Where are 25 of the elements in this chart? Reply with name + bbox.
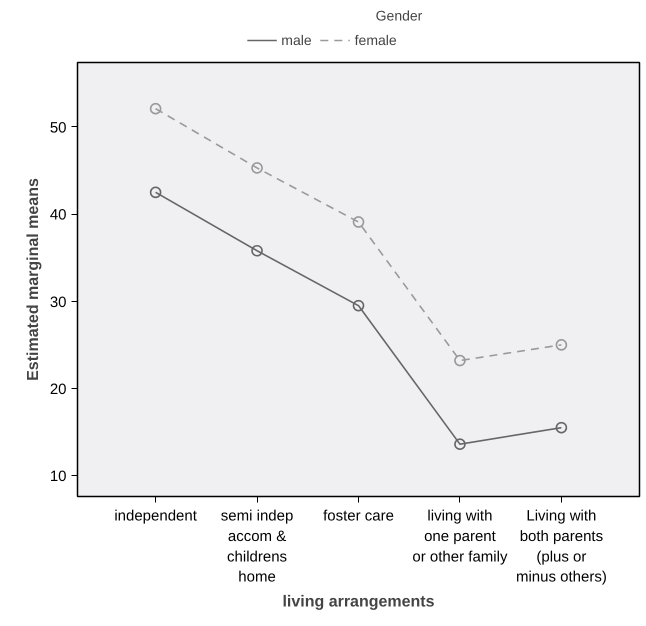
point <box>556 339 568 351</box>
y-tick-label: 30 <box>50 294 67 311</box>
point <box>352 300 364 312</box>
point <box>454 438 466 450</box>
x-tick-label: independent <box>114 508 198 524</box>
point <box>352 216 364 228</box>
legend-label: male <box>281 32 312 48</box>
point <box>150 186 162 198</box>
x-tick-label: Living with both parents (plus or minus others) <box>516 508 607 586</box>
y-tick-label: 10 <box>50 468 67 486</box>
x-tick-label: semi indep accom & childrens home <box>220 508 294 586</box>
x-tick-label: foster care <box>323 508 394 524</box>
x-tick-label: living with one parent or other family <box>412 508 508 566</box>
legend-label: female <box>354 32 397 48</box>
y-tick-label: 50 <box>50 119 67 136</box>
point <box>251 162 263 174</box>
point <box>251 244 263 257</box>
y-tick-label: 20 <box>50 380 67 398</box>
y-axis-title: Estimated marginal means <box>24 178 42 381</box>
x-axis-title: living arrangements <box>282 594 435 611</box>
point <box>150 102 162 114</box>
y-tick-label: 40 <box>50 206 67 224</box>
point <box>454 354 466 366</box>
point <box>556 422 568 434</box>
legend-title: Gender <box>376 8 423 24</box>
